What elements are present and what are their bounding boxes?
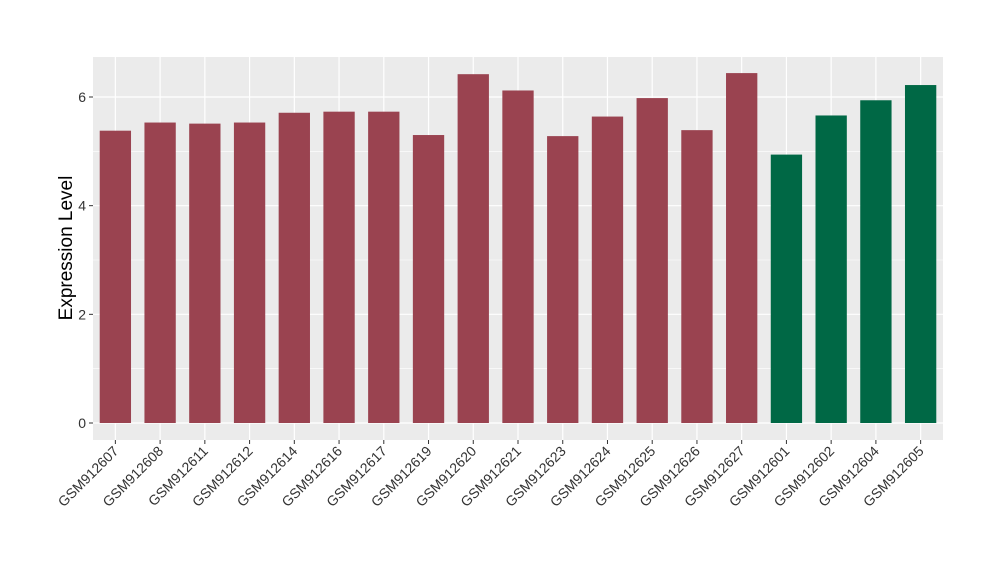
bar-GSM912626	[681, 130, 713, 424]
bar-GSM912608	[144, 122, 176, 423]
bar-GSM912627	[726, 73, 758, 424]
y-axis: 0 2 4 6	[78, 89, 93, 431]
bar-GSM912611	[189, 123, 221, 423]
bar-GSM912619	[412, 135, 445, 424]
bar-GSM912612	[233, 122, 266, 423]
y-tick-label: 4	[78, 198, 86, 214]
bar-GSM912601	[770, 154, 803, 424]
bar-GSM912616	[323, 111, 355, 424]
bar-GSM912604	[860, 100, 892, 423]
bar-GSM912605	[904, 85, 937, 424]
bar-GSM912614	[278, 112, 310, 424]
bars	[99, 73, 937, 424]
bar-GSM912617	[368, 111, 400, 424]
bar-GSM912607	[99, 130, 132, 424]
y-tick-label: 0	[78, 415, 86, 431]
bar-GSM912602	[815, 115, 847, 424]
bar-GSM912624	[591, 116, 624, 423]
y-tick-label: 2	[78, 306, 86, 322]
y-tick-label: 6	[78, 89, 86, 105]
x-axis: GSM912607GSM912608GSM912611GSM912612GSM9…	[55, 440, 927, 510]
y-axis-title: Expression Level	[56, 176, 77, 321]
bar-GSM912623	[547, 136, 579, 423]
bar-GSM912620	[457, 74, 489, 424]
bar-GSM912621	[502, 90, 534, 423]
bar-GSM912625	[636, 98, 668, 423]
